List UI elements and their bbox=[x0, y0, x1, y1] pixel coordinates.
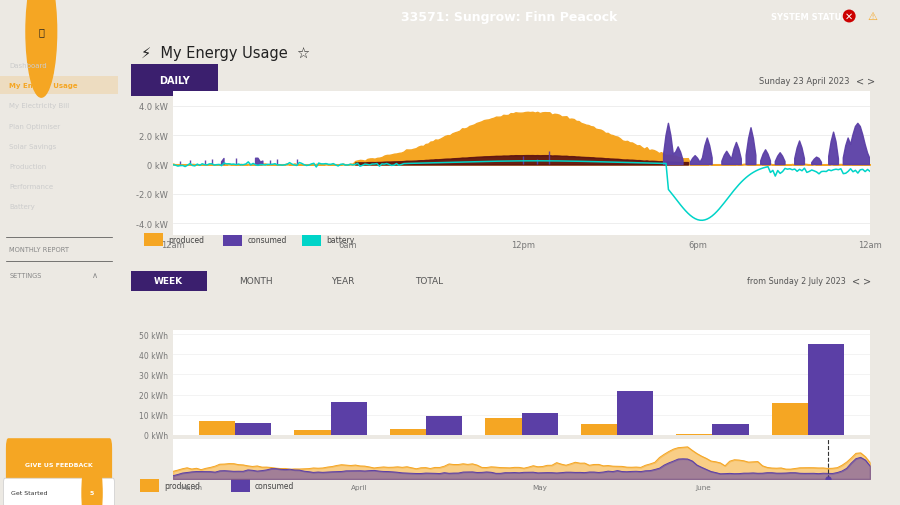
Text: produced: produced bbox=[168, 235, 204, 244]
Bar bbox=[294, 430, 330, 435]
Text: Get Started: Get Started bbox=[12, 490, 48, 495]
Bar bbox=[235, 423, 271, 435]
Text: WEEK: WEEK bbox=[154, 277, 184, 285]
Text: Battery: Battery bbox=[9, 204, 35, 210]
Text: 33571: Sungrow: Finn Peacock: 33571: Sungrow: Finn Peacock bbox=[400, 11, 617, 23]
Text: Dashboard: Dashboard bbox=[9, 63, 47, 69]
FancyBboxPatch shape bbox=[4, 478, 114, 505]
Text: ⚡  My Energy Usage  ☆: ⚡ My Energy Usage ☆ bbox=[141, 46, 310, 61]
Bar bbox=[808, 344, 844, 435]
Text: MONTH: MONTH bbox=[238, 277, 273, 285]
Text: <: < bbox=[852, 276, 860, 286]
FancyBboxPatch shape bbox=[6, 438, 112, 490]
Text: >: > bbox=[863, 276, 871, 286]
Text: >: > bbox=[868, 76, 876, 86]
Text: SETTINGS: SETTINGS bbox=[9, 272, 41, 278]
Bar bbox=[390, 429, 426, 435]
Text: Solar Savings: Solar Savings bbox=[9, 143, 57, 149]
Text: My Energy Usage: My Energy Usage bbox=[9, 83, 78, 89]
Text: SYSTEM STATUS: SYSTEM STATUS bbox=[771, 13, 847, 21]
Bar bbox=[426, 416, 463, 435]
Bar bbox=[0, 77, 118, 95]
Text: Plan Optimiser: Plan Optimiser bbox=[9, 123, 60, 129]
Text: ⚠: ⚠ bbox=[868, 12, 878, 22]
FancyBboxPatch shape bbox=[131, 65, 218, 97]
Bar bbox=[330, 402, 367, 435]
Circle shape bbox=[26, 0, 57, 98]
Text: ✕: ✕ bbox=[845, 12, 853, 22]
Text: TOTAL: TOTAL bbox=[415, 277, 444, 285]
Bar bbox=[676, 434, 713, 435]
Text: My Electricity Bill: My Electricity Bill bbox=[9, 103, 69, 109]
Bar bbox=[771, 403, 808, 435]
Bar bbox=[485, 418, 521, 435]
Text: MONTHLY REPORT: MONTHLY REPORT bbox=[9, 247, 69, 253]
Text: <: < bbox=[856, 76, 864, 86]
Circle shape bbox=[82, 450, 102, 505]
Bar bbox=[617, 391, 653, 435]
Text: Production: Production bbox=[9, 164, 47, 170]
FancyBboxPatch shape bbox=[131, 271, 206, 291]
FancyBboxPatch shape bbox=[223, 233, 242, 247]
Text: 5: 5 bbox=[90, 490, 94, 495]
Text: consumed: consumed bbox=[248, 235, 287, 244]
FancyBboxPatch shape bbox=[230, 479, 249, 492]
Text: from Sunday 2 July 2023: from Sunday 2 July 2023 bbox=[747, 277, 846, 285]
Text: ∧: ∧ bbox=[92, 271, 98, 280]
FancyBboxPatch shape bbox=[144, 233, 163, 247]
Text: GIVE US FEEDBACK: GIVE US FEEDBACK bbox=[25, 462, 93, 467]
Bar bbox=[580, 424, 617, 435]
FancyBboxPatch shape bbox=[140, 479, 159, 492]
Text: Sunday 23 April 2023: Sunday 23 April 2023 bbox=[760, 77, 850, 85]
Text: Performance: Performance bbox=[9, 184, 54, 190]
Text: battery: battery bbox=[327, 235, 355, 244]
Text: YEAR: YEAR bbox=[331, 277, 354, 285]
Bar bbox=[199, 421, 235, 435]
Text: 🏢: 🏢 bbox=[39, 27, 44, 37]
FancyBboxPatch shape bbox=[302, 233, 321, 247]
Text: consumed: consumed bbox=[255, 481, 294, 490]
Text: DAILY: DAILY bbox=[159, 76, 190, 86]
Bar bbox=[713, 424, 749, 435]
Text: produced: produced bbox=[165, 481, 201, 490]
Bar bbox=[521, 413, 558, 435]
